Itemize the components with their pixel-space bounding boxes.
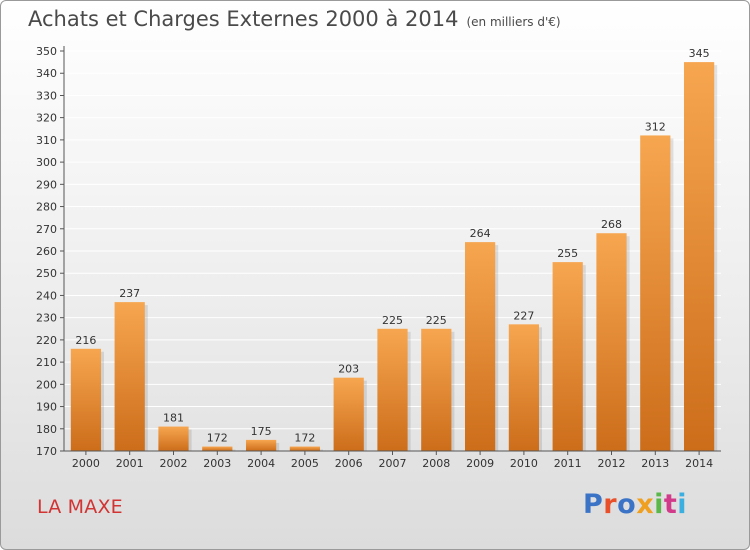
commune-name: LA MAXE bbox=[37, 496, 123, 518]
value-label-2007: 225 bbox=[382, 314, 403, 327]
y-tick-label: 170 bbox=[36, 445, 57, 458]
logo-letter: x bbox=[636, 489, 655, 520]
bar-2000 bbox=[70, 348, 102, 451]
x-tick-label-2001: 2001 bbox=[116, 457, 144, 470]
y-tick-label: 290 bbox=[36, 178, 57, 191]
y-tick-label: 330 bbox=[36, 89, 57, 102]
y-tick-label: 350 bbox=[36, 45, 57, 58]
logo-letter: i bbox=[654, 489, 664, 520]
value-label-2011: 255 bbox=[557, 247, 578, 260]
bar-2012 bbox=[596, 233, 627, 451]
bar-2010 bbox=[508, 324, 540, 451]
bar-2001 bbox=[114, 302, 145, 451]
y-tick-label: 250 bbox=[36, 267, 57, 280]
proxiti-logo: Proxiti bbox=[583, 489, 687, 520]
y-tick-label: 320 bbox=[36, 112, 57, 125]
chart-title: Achats et Charges Externes 2000 à 2014 (e… bbox=[28, 7, 561, 31]
x-tick-label-2006: 2006 bbox=[335, 457, 363, 470]
bar-2009 bbox=[464, 242, 496, 451]
x-tick-label-2002: 2002 bbox=[160, 457, 188, 470]
y-tick-label: 300 bbox=[36, 156, 57, 169]
value-label-2006: 203 bbox=[338, 363, 359, 376]
y-tick-label: 280 bbox=[36, 201, 57, 214]
bar-2013 bbox=[640, 135, 671, 451]
x-tick-label-2012: 2012 bbox=[598, 457, 626, 470]
value-label-2008: 225 bbox=[426, 314, 447, 327]
bar-2003 bbox=[202, 446, 233, 451]
x-tick-label-2000: 2000 bbox=[72, 457, 100, 470]
y-tick-label: 210 bbox=[36, 356, 57, 369]
value-label-2013: 312 bbox=[645, 120, 666, 133]
x-tick-label-2003: 2003 bbox=[203, 457, 231, 470]
y-tick-label: 230 bbox=[36, 312, 57, 325]
x-tick-label-2004: 2004 bbox=[247, 457, 275, 470]
bar-2002 bbox=[158, 426, 189, 451]
labels: 216 2000 237 2001 181 2002 172 2003 175 2004 172 20… bbox=[72, 47, 713, 470]
x-tick-label-2005: 2005 bbox=[291, 457, 319, 470]
bar-2011 bbox=[552, 262, 583, 451]
value-label-2003: 172 bbox=[207, 432, 228, 445]
title-text: Achats et Charges Externes 2000 à 2014 bbox=[28, 7, 459, 31]
x-tick-label-2007: 2007 bbox=[379, 457, 407, 470]
x-tick-label-2009: 2009 bbox=[466, 457, 494, 470]
value-label-2005: 172 bbox=[294, 432, 315, 445]
x-tick-label-2014: 2014 bbox=[685, 457, 713, 470]
value-label-2012: 268 bbox=[601, 218, 622, 231]
y-tick-label: 180 bbox=[36, 423, 57, 436]
logo-letter: i bbox=[677, 489, 688, 520]
x-tick-label-2013: 2013 bbox=[641, 457, 669, 470]
y-tick-label: 310 bbox=[36, 134, 57, 147]
y-tick-label: 260 bbox=[36, 245, 57, 258]
bar-2005 bbox=[289, 446, 321, 451]
x-tick-label-2011: 2011 bbox=[554, 457, 582, 470]
axes: 170 180 190 200 210 220 230 240 250 260 270 280 290 3… bbox=[36, 45, 721, 458]
y-tick-label: 270 bbox=[36, 223, 57, 236]
value-label-2014: 345 bbox=[689, 47, 710, 60]
unit-text: (en milliers d'€) bbox=[466, 15, 561, 29]
value-label-2009: 264 bbox=[470, 227, 491, 240]
bar-2008 bbox=[421, 328, 452, 451]
y-tick-label: 200 bbox=[36, 378, 57, 391]
y-tick-label: 190 bbox=[36, 401, 57, 414]
bar-2014 bbox=[683, 62, 715, 451]
value-label-2010: 227 bbox=[513, 309, 534, 322]
value-label-2000: 216 bbox=[75, 334, 96, 347]
x-tick-label-2010: 2010 bbox=[510, 457, 538, 470]
value-label-2002: 181 bbox=[163, 412, 184, 425]
y-tick-label: 220 bbox=[36, 334, 57, 347]
logo-letter: o bbox=[617, 489, 637, 520]
y-tick-label: 240 bbox=[36, 289, 57, 302]
bars bbox=[70, 62, 718, 451]
x-tick-label-2008: 2008 bbox=[422, 457, 450, 470]
bar-2007 bbox=[377, 328, 408, 451]
value-label-2001: 237 bbox=[119, 287, 140, 300]
logo-letter: P bbox=[583, 489, 604, 520]
bar-2006 bbox=[333, 377, 364, 451]
value-label-2004: 175 bbox=[251, 425, 272, 438]
logo-letter: t bbox=[663, 489, 678, 520]
bar-2004 bbox=[245, 439, 277, 451]
logo-letter: r bbox=[603, 489, 618, 520]
y-tick-label: 340 bbox=[36, 67, 57, 80]
